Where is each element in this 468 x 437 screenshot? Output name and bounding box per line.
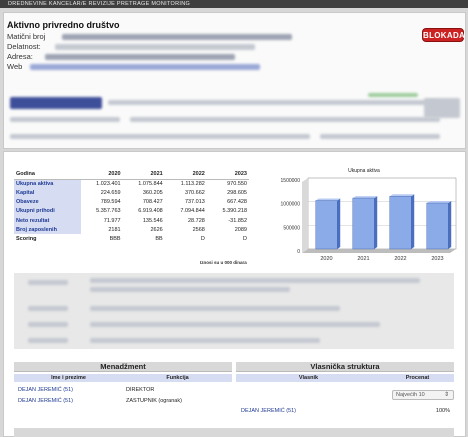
x-tick-label: 2022: [394, 256, 406, 262]
bar-top: [352, 196, 378, 199]
redacted-label: [28, 322, 68, 327]
redacted-status: [368, 93, 418, 97]
company-info-card: [3, 12, 466, 149]
redacted-value: [90, 338, 320, 343]
bar-top: [426, 201, 452, 204]
top-owners-select[interactable]: Najvećih 10 ⇕: [392, 390, 454, 400]
label-delatnost: Delatnost:: [7, 42, 41, 51]
col-2022: 2022: [164, 170, 207, 180]
management-title: Menadžment: [14, 362, 232, 372]
redacted-link[interactable]: [30, 64, 260, 70]
next-section-header: [14, 428, 454, 437]
label-adresa: Adresa:: [7, 52, 33, 61]
col-vlasnik: Vlasnik: [236, 374, 381, 382]
details-panel: [14, 273, 454, 349]
col-funkcija: Funkcija: [123, 374, 232, 382]
y-tick-label: 500000: [283, 225, 300, 231]
x-tick-label: 2020: [320, 256, 332, 262]
x-tick-label: 2023: [431, 256, 443, 262]
redacted-value: [62, 34, 292, 40]
table-row: Kapital 224.659 360.205 370.662 298.605: [14, 188, 247, 198]
label-maticni-broj: Matični broj: [7, 32, 46, 41]
blokada-badge: BLOKADA: [422, 28, 465, 42]
owner-link[interactable]: DEJAN JEREMIĆ (51): [241, 408, 297, 414]
manager-role: ZASTUPNIK (ogranak): [126, 398, 182, 404]
table-row: Ukupna aktiva 1.023.401 1.075.844 1.113.…: [14, 179, 247, 189]
bar: [389, 196, 412, 250]
redacted-value: [45, 54, 235, 60]
top-nav: DREDNEVINE KANCELAR/E REVIZIJE PRETRAGE …: [0, 0, 468, 8]
redacted-label: [28, 306, 68, 311]
y-tick-label: 1500000: [281, 178, 301, 184]
redacted-tabs[interactable]: [10, 117, 120, 122]
redacted-value: [90, 287, 290, 292]
col-2023: 2023: [206, 170, 249, 180]
bar: [352, 197, 375, 250]
bar-top: [389, 194, 415, 197]
col-ime-prezime: Ime i prezime: [14, 374, 123, 382]
action-button[interactable]: [10, 97, 102, 109]
owner-percent: 100%: [435, 408, 450, 414]
company-status-title: Aktivno privredno društvo: [7, 20, 120, 30]
bar-side: [411, 194, 415, 249]
table-row: Neto rezultat 71.977 135.546 28.728 -31.…: [14, 215, 247, 226]
manager-link[interactable]: DEJAN JEREMIĆ (51): [18, 387, 74, 393]
bar-side: [448, 201, 452, 249]
table-row: Broj zaposlenih 2181 2626 2568 2089: [14, 225, 247, 235]
col-2021: 2021: [122, 170, 165, 180]
manager-role: DIREKTOR: [126, 387, 155, 393]
chevron-down-icon: ⇕: [443, 392, 449, 398]
select-value: Najvećih 10: [396, 392, 425, 398]
table-row: Scoring BBB BB D D: [16, 235, 247, 242]
table-row: Ukupni prihodi 5.357.763 6.919.408 7.094…: [14, 206, 247, 216]
bar: [426, 202, 449, 250]
bar-side: [374, 196, 378, 249]
label-web: Web: [7, 62, 23, 71]
redacted-tabs[interactable]: [10, 134, 310, 139]
redacted-label: [28, 338, 68, 343]
x-tick-label: 2021: [357, 256, 369, 262]
ownership-title: Vlasnička struktura: [236, 362, 454, 372]
bar: [315, 200, 338, 250]
col-procenat: Procenat: [381, 374, 454, 382]
redacted-value: [90, 306, 340, 311]
financial-table: Godina 2020 2021 2022 2023 Ukupna aktiva…: [14, 170, 249, 244]
chart-floor: [302, 249, 456, 253]
chart-side-wall: [302, 178, 308, 253]
col-godina: Godina: [14, 170, 81, 180]
bar-top: [315, 198, 341, 201]
redacted-value: [55, 44, 255, 50]
amounts-note: Iznosi su u 000 dinara: [200, 260, 247, 265]
total-assets-chart: Ukupna aktiva 2020 2021 2022 2023 0 500000 10…: [281, 168, 457, 262]
redacted-value: [90, 322, 380, 327]
redacted-label: [28, 280, 68, 285]
redacted-widget: [424, 98, 460, 118]
chart-title: Ukupna aktiva: [348, 168, 380, 174]
y-tick-label: 1000000: [281, 202, 301, 208]
redacted-tabs[interactable]: [108, 100, 438, 105]
redacted-value: [90, 278, 420, 283]
col-2020: 2020: [80, 170, 123, 180]
bar-side: [337, 198, 341, 249]
y-tick-label: 0: [297, 249, 300, 255]
table-row: Obaveze 789.594 708.427 737.013 667.428: [14, 197, 247, 207]
redacted-tabs[interactable]: [130, 117, 440, 122]
manager-link[interactable]: DEJAN JEREMIĆ (51): [18, 398, 74, 404]
redacted-tabs[interactable]: [320, 134, 440, 139]
